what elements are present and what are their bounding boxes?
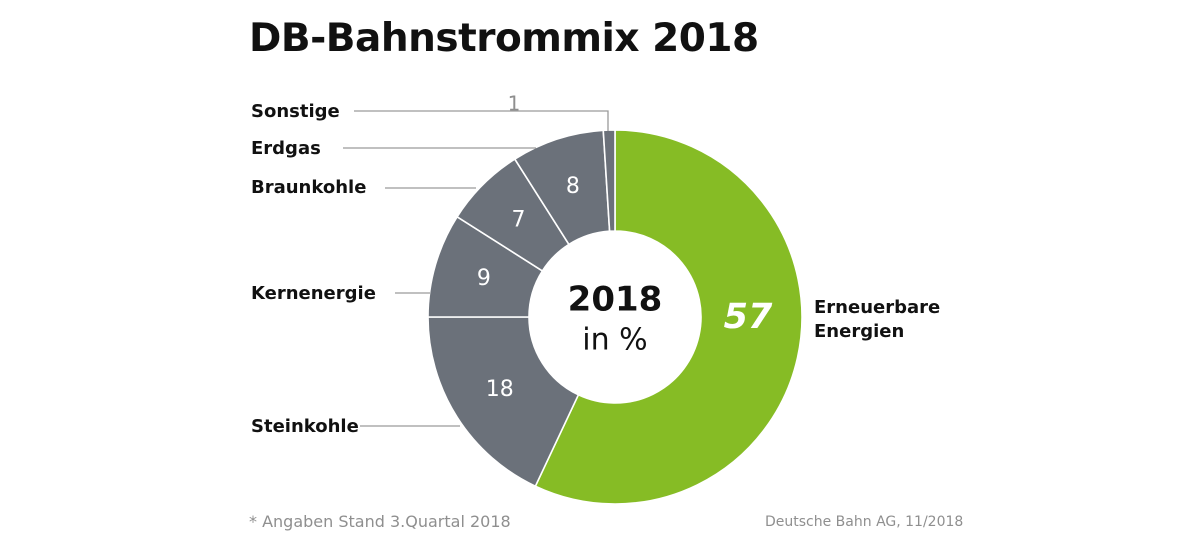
category-label-sonstige: Sonstige <box>251 101 340 122</box>
page-title: DB-Bahnstrommix 2018 <box>249 16 759 61</box>
source-note: Deutsche Bahn AG, 11/2018 <box>765 514 964 530</box>
slice-steinkohle <box>427 316 580 488</box>
category-label-erdgas: Erdgas <box>251 138 321 159</box>
value-label-braunkohle: 7 <box>511 207 525 232</box>
donut-segments <box>427 129 803 505</box>
footnote: * Angaben Stand 3.Quartal 2018 <box>249 512 511 531</box>
value-label-erdgas: 8 <box>566 174 580 199</box>
category-label-kernenergie: Kernenergie <box>251 283 376 304</box>
slice-sonstige <box>602 129 616 233</box>
category-label-braunkohle: Braunkohle <box>251 177 366 198</box>
value-label-kernenergie: 9 <box>477 266 491 291</box>
slice-erneuerbare-energien <box>534 129 803 505</box>
value-label-erneuerbare-energien: 57 <box>724 297 773 337</box>
value-label-sonstige: 1 <box>508 92 521 116</box>
center-unit: in % <box>582 323 647 358</box>
center-year: 2018 <box>568 280 663 320</box>
category-label-erneuerbare-energien: Erneuerbare Energien <box>814 297 940 342</box>
leader-line-sonstige <box>354 110 609 131</box>
value-label-steinkohle: 18 <box>486 377 514 402</box>
category-label-steinkohle: Steinkohle <box>251 416 359 437</box>
